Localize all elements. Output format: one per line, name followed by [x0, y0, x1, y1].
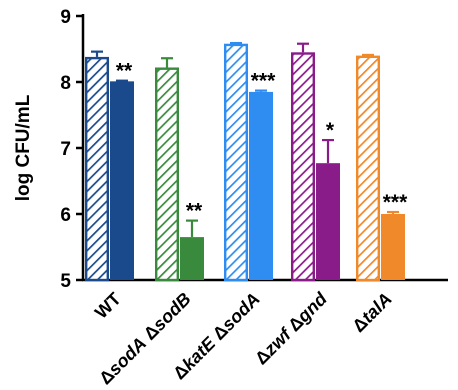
bar-solid	[249, 91, 273, 281]
y-tick-label: 7	[60, 139, 71, 160]
significance-label: *	[326, 119, 335, 142]
bar-solid	[316, 163, 340, 280]
bar-hatched	[291, 52, 316, 282]
y-axis-label: log CFU/mL	[13, 94, 34, 201]
bar-hatched	[154, 67, 179, 282]
category-label: ΔtalA	[348, 289, 395, 336]
bar-hatched	[223, 43, 248, 282]
bar-hatched	[356, 55, 381, 282]
category-label: Δzwf Δgnd	[251, 288, 332, 369]
significance-label: **	[186, 200, 203, 223]
significance-label: ***	[383, 191, 408, 214]
bar-solid	[180, 237, 204, 280]
bars: ***********	[84, 41, 408, 282]
significance-label: ***	[251, 70, 276, 93]
y-tick-label: 8	[60, 73, 71, 94]
bar-solid	[381, 214, 405, 280]
bar-solid	[110, 81, 134, 280]
category-label: WT	[91, 289, 125, 323]
y-tick-label: 6	[60, 205, 71, 226]
y-tick-label: 5	[60, 271, 71, 292]
y-tick-label: 9	[60, 7, 71, 28]
significance-label: **	[116, 60, 133, 83]
bar-hatched	[84, 56, 109, 282]
